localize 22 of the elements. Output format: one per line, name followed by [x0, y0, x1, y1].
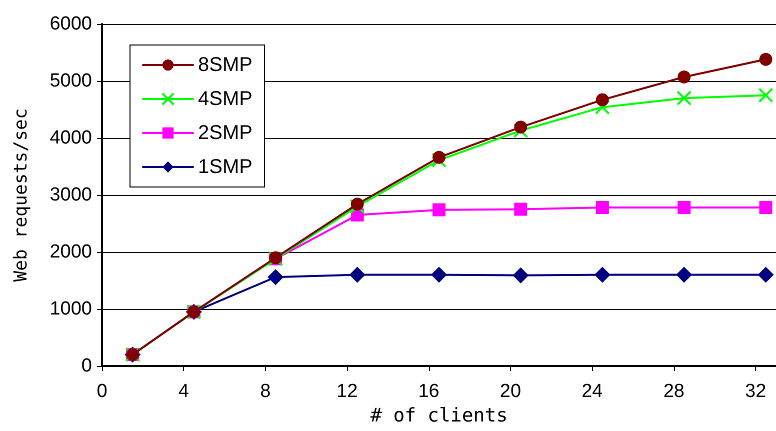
y-tick-label: 4000 [50, 128, 92, 148]
x-tick-label: 32 [745, 381, 766, 402]
y-tick-label: 2000 [50, 242, 92, 262]
x-tick-label: 28 [663, 381, 684, 402]
legend-label: 1SMP [198, 156, 252, 178]
x-tick-label: 20 [500, 381, 522, 402]
y-axis-title: Web requests/sec [10, 108, 32, 282]
x-tick-label: 16 [418, 381, 440, 402]
y-tick-label: 1000 [50, 298, 92, 320]
x-axis-title: # of clients [370, 404, 508, 426]
legend-label: 8SMP [198, 54, 252, 76]
y-tick-label: 3000 [50, 184, 92, 206]
x-tick-label: 12 [336, 381, 358, 402]
y-tick-label: 5000 [50, 70, 92, 92]
x-tick-label: 24 [582, 381, 604, 402]
y-tick-label: 6000 [50, 14, 92, 34]
x-tick-label: 8 [260, 381, 271, 402]
x-tick-label: 0 [96, 381, 108, 402]
y-tick-label: 0 [81, 356, 92, 376]
legend-label: 2SMP [198, 122, 252, 144]
x-tick-label: 4 [178, 381, 190, 402]
legend-label: 4SMP [198, 88, 252, 110]
